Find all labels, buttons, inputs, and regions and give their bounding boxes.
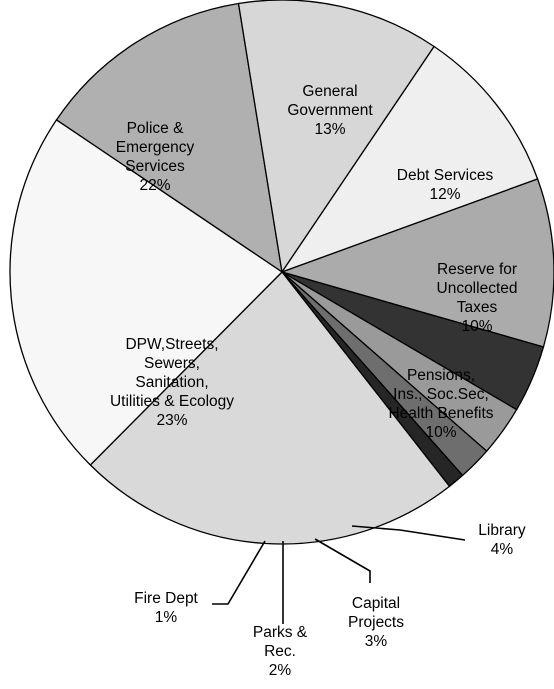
slice-label-fire-dept: Fire Dept 1% (134, 590, 198, 626)
slice-label-police-emergency-services: Police & Emergency Services 22% (116, 120, 195, 194)
leader-line-fire-dept (212, 540, 266, 605)
slice-label-pensions-ins-soc-sec-health-benefits: Pensions, Ins., Soc.Sec, Health Benefits 10… (388, 367, 493, 441)
slice-label-parks-rec: Parks & Rec. 2% (253, 624, 308, 679)
slice-label-debt-services: Debt Services 12% (397, 167, 494, 203)
leader-lines (212, 525, 466, 624)
leader-line-library (351, 525, 466, 541)
slice-label-reserve-for-uncollected-taxes: Reserve for Uncollected Taxes 10% (437, 261, 518, 335)
pie-slice-general-government (55, 2, 283, 274)
leader-line-capital-projects (314, 538, 371, 583)
pie-slices (9, 0, 554, 545)
slice-label-dpw-streets-sewers-sanitation-utilities-ecology: DPW,Streets, Sewers, Sanitation, Utilities … (110, 336, 234, 429)
pie-slice-reserve-for-uncollected-taxes (280, 45, 539, 274)
slice-label-general-government: General Government 13% (287, 83, 373, 138)
pie-slice-dpw-streets-sewers-sanitation-utilities-ecology (89, 271, 451, 545)
slice-label-capital-projects: Capital Projects 3% (348, 595, 404, 650)
slice-labels: General Government 13% Debt Services 12% Rese… (110, 83, 526, 679)
slice-label-library: Library 4% (478, 522, 526, 558)
pie-slice-police-emergency-services (9, 118, 284, 466)
pie-slice-debt-services (237, 0, 436, 274)
